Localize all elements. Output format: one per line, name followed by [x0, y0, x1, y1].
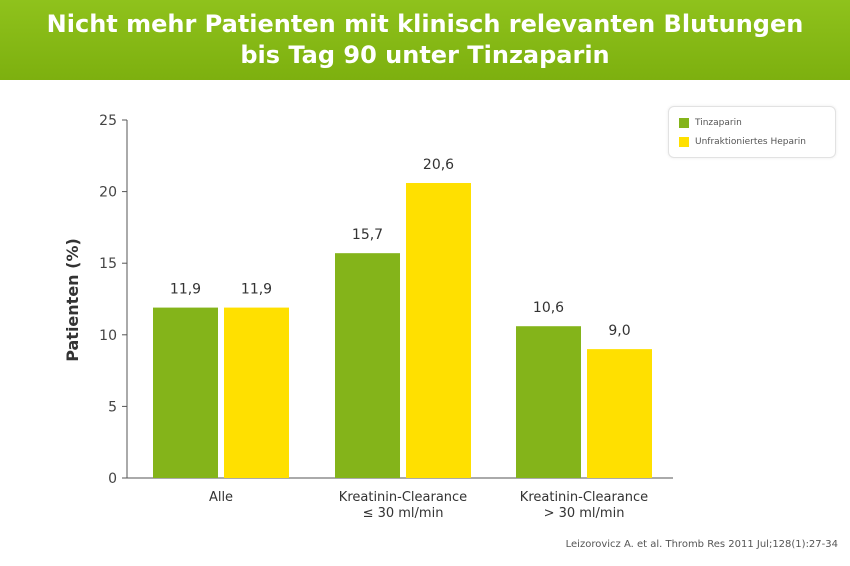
data-label: 9,0 — [608, 323, 630, 339]
legend: Tinzaparin Unfraktioniertes Heparin — [668, 106, 836, 158]
y-tick-label: 5 — [108, 399, 117, 415]
data-label: 15,7 — [352, 227, 383, 243]
x-category-label: Kreatinin-Clearance — [520, 490, 648, 505]
bar — [335, 253, 400, 478]
bar — [587, 349, 652, 478]
y-axis-label: Patienten (%) — [63, 238, 82, 362]
x-category-label: Alle — [209, 490, 233, 505]
chart-title-line-1: Nicht mehr Patienten mit klinisch releva… — [46, 10, 804, 38]
legend-swatch-tinzaparin — [679, 118, 689, 128]
y-tick-label: 0 — [108, 471, 117, 487]
x-category-label: > 30 ml/min — [544, 506, 625, 521]
legend-item-tinzaparin: Tinzaparin — [679, 118, 742, 128]
x-category-label: Kreatinin-Clearance — [339, 490, 467, 505]
source-citation: Leizorovicz A. et al. Thromb Res 2011 Ju… — [565, 539, 838, 550]
data-label: 20,6 — [423, 157, 454, 173]
chart-title-line-2: bis Tag 90 unter Tinzaparin — [240, 41, 610, 69]
title-banner: Nicht mehr Patienten mit klinisch releva… — [0, 0, 850, 80]
bar — [406, 183, 471, 478]
bar — [153, 307, 218, 478]
y-tick-label: 10 — [99, 328, 117, 344]
legend-label-heparin: Unfraktioniertes Heparin — [695, 137, 806, 147]
bar — [516, 326, 581, 478]
data-label: 11,9 — [241, 282, 272, 298]
y-tick-label: 15 — [99, 256, 117, 272]
y-tick-label: 20 — [99, 185, 117, 201]
data-label: 10,6 — [533, 300, 564, 316]
y-tick-label: 25 — [99, 113, 117, 129]
legend-swatch-heparin — [679, 137, 689, 147]
legend-label-tinzaparin: Tinzaparin — [695, 118, 742, 128]
legend-item-heparin: Unfraktioniertes Heparin — [679, 137, 806, 147]
x-category-label: ≤ 30 ml/min — [363, 506, 444, 521]
bar — [224, 307, 289, 478]
data-label: 11,9 — [170, 282, 201, 298]
